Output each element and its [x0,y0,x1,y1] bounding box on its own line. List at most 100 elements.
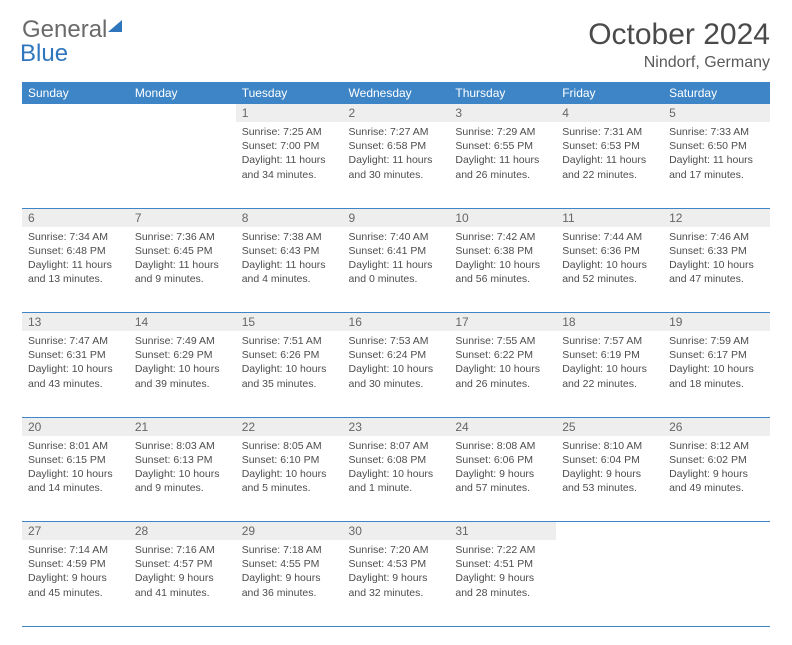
sunrise-text: Sunrise: 7:51 AM [242,334,337,348]
logo: General Blue [22,18,122,66]
day-number: 4 [556,104,663,122]
sunset-text: Sunset: 7:00 PM [242,139,337,153]
day-number: 6 [22,208,129,227]
day-header: Wednesday [343,82,450,104]
sunrise-text: Sunrise: 7:47 AM [28,334,123,348]
daylight-text: Daylight: 10 hours and 35 minutes. [242,362,337,390]
day-number: 29 [236,522,343,541]
sunset-text: Sunset: 6:08 PM [349,453,444,467]
day-number [556,522,663,541]
day-number: 2 [343,104,450,122]
sunset-text: Sunset: 6:26 PM [242,348,337,362]
sunset-text: Sunset: 4:55 PM [242,557,337,571]
day-cell: Sunrise: 8:10 AMSunset: 6:04 PMDaylight:… [556,436,663,522]
sunrise-text: Sunrise: 7:14 AM [28,543,123,557]
sunrise-text: Sunrise: 7:16 AM [135,543,230,557]
day-number: 27 [22,522,129,541]
day-cell: Sunrise: 7:16 AMSunset: 4:57 PMDaylight:… [129,540,236,626]
daylight-text: Daylight: 9 hours and 28 minutes. [455,571,550,599]
sunrise-text: Sunrise: 7:59 AM [669,334,764,348]
sunrise-text: Sunrise: 8:01 AM [28,439,123,453]
sunset-text: Sunset: 6:29 PM [135,348,230,362]
daylight-text: Daylight: 9 hours and 57 minutes. [455,467,550,495]
daylight-text: Daylight: 11 hours and 34 minutes. [242,153,337,181]
logo-word-1: General [22,16,107,43]
day-cell: Sunrise: 8:12 AMSunset: 6:02 PMDaylight:… [663,436,770,522]
day-number: 13 [22,313,129,332]
day-number: 10 [449,208,556,227]
day-number: 28 [129,522,236,541]
day-number [22,104,129,122]
day-number: 14 [129,313,236,332]
content-row: Sunrise: 7:25 AMSunset: 7:00 PMDaylight:… [22,122,770,208]
day-cell: Sunrise: 7:57 AMSunset: 6:19 PMDaylight:… [556,331,663,417]
day-number: 21 [129,417,236,436]
sunset-text: Sunset: 4:53 PM [349,557,444,571]
day-header: Saturday [663,82,770,104]
day-number: 22 [236,417,343,436]
day-cell: Sunrise: 7:51 AMSunset: 6:26 PMDaylight:… [236,331,343,417]
sunset-text: Sunset: 6:45 PM [135,244,230,258]
day-number: 12 [663,208,770,227]
day-cell: Sunrise: 7:33 AMSunset: 6:50 PMDaylight:… [663,122,770,208]
daylight-text: Daylight: 9 hours and 49 minutes. [669,467,764,495]
daylight-text: Daylight: 10 hours and 47 minutes. [669,258,764,286]
day-number: 5 [663,104,770,122]
daylight-text: Daylight: 11 hours and 9 minutes. [135,258,230,286]
day-cell: Sunrise: 8:07 AMSunset: 6:08 PMDaylight:… [343,436,450,522]
day-number: 18 [556,313,663,332]
daylight-text: Daylight: 11 hours and 13 minutes. [28,258,123,286]
sunset-text: Sunset: 6:13 PM [135,453,230,467]
day-cell: Sunrise: 7:53 AMSunset: 6:24 PMDaylight:… [343,331,450,417]
content-row: Sunrise: 7:14 AMSunset: 4:59 PM Daylight:… [22,540,770,626]
day-cell: Sunrise: 8:01 AMSunset: 6:15 PMDaylight:… [22,436,129,522]
day-number: 31 [449,522,556,541]
day-number: 24 [449,417,556,436]
sunset-text: Sunset: 4:51 PM [455,557,550,571]
day-cell: Sunrise: 7:59 AMSunset: 6:17 PMDaylight:… [663,331,770,417]
header: General Blue October 2024 Nindorf, Germa… [22,18,770,72]
sunrise-text: Sunrise: 7:55 AM [455,334,550,348]
content-row: Sunrise: 7:47 AMSunset: 6:31 PM Daylight:… [22,331,770,417]
sunset-text: Sunset: 6:24 PM [349,348,444,362]
sunset-text: Sunset: 6:15 PM [28,453,123,467]
logo-word-2: Blue [20,42,68,66]
day-cell [663,540,770,626]
page-title: October 2024 [588,18,770,52]
sunrise-text: Sunrise: 7:33 AM [669,125,764,139]
sunset-text: Sunset: 4:57 PM [135,557,230,571]
sunrise-text: Sunrise: 8:12 AM [669,439,764,453]
sunset-text: Sunset: 4:59 PM [28,557,123,571]
day-number: 11 [556,208,663,227]
day-cell: Sunrise: 7:55 AMSunset: 6:22 PMDaylight:… [449,331,556,417]
sunset-text: Sunset: 6:31 PM [28,348,123,362]
sunset-text: Sunset: 6:17 PM [669,348,764,362]
day-cell: Sunrise: 7:27 AMSunset: 6:58 PMDaylight:… [343,122,450,208]
sunrise-text: Sunrise: 8:07 AM [349,439,444,453]
day-cell: Sunrise: 7:40 AMSunset: 6:41 PMDaylight:… [343,227,450,313]
sunrise-text: Sunrise: 7:44 AM [562,230,657,244]
sunrise-text: Sunrise: 7:27 AM [349,125,444,139]
day-number: 1 [236,104,343,122]
daynum-row: 6789101112 [22,208,770,227]
content-row: Sunrise: 8:01 AMSunset: 6:15 PMDaylight:… [22,436,770,522]
day-cell: Sunrise: 8:08 AMSunset: 6:06 PMDaylight:… [449,436,556,522]
sunset-text: Sunset: 6:58 PM [349,139,444,153]
sunrise-text: Sunrise: 8:10 AM [562,439,657,453]
sunrise-text: Sunrise: 7:53 AM [349,334,444,348]
day-cell: Sunrise: 7:34 AMSunset: 6:48 PMDaylight:… [22,227,129,313]
daylight-text: Daylight: 10 hours and 22 minutes. [562,362,657,390]
location: Nindorf, Germany [588,54,770,72]
daylight-text: Daylight: 10 hours and 14 minutes. [28,467,123,495]
daylight-text: Daylight: 10 hours and 39 minutes. [135,362,230,390]
sunset-text: Sunset: 6:48 PM [28,244,123,258]
day-cell: Sunrise: 8:05 AMSunset: 6:10 PMDaylight:… [236,436,343,522]
day-number: 20 [22,417,129,436]
day-number: 3 [449,104,556,122]
day-cell [22,122,129,208]
sunrise-text: Sunrise: 7:31 AM [562,125,657,139]
day-cell: Sunrise: 7:20 AMSunset: 4:53 PMDaylight:… [343,540,450,626]
day-header: Thursday [449,82,556,104]
day-cell: Sunrise: 7:22 AMSunset: 4:51 PMDaylight:… [449,540,556,626]
sail-icon [108,20,122,32]
